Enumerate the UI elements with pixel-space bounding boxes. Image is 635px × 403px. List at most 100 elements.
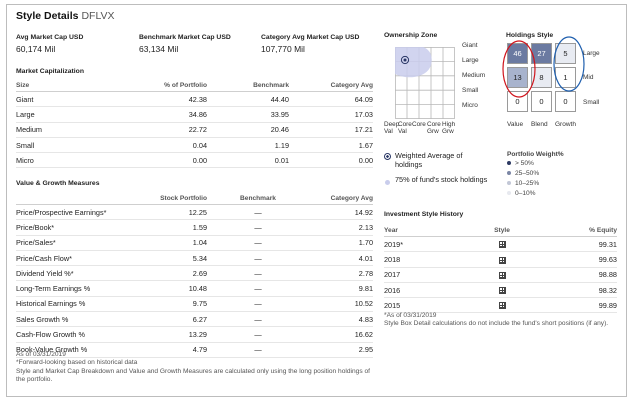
portfolio-cell: 5.34 <box>131 250 207 267</box>
forward-looking-note: *Forward-looking based on historical dat… <box>16 359 138 367</box>
fund-ticker: DFLVX <box>81 10 115 22</box>
col-header: Category Avg <box>289 79 373 92</box>
col-header: % Equity <box>540 224 617 237</box>
year-cell: 2015 <box>384 297 464 314</box>
hs-row-label: Large <box>583 50 600 57</box>
oz-style-label: Core Val <box>398 121 412 135</box>
portfolio-cell: 10.48 <box>131 280 207 297</box>
table-row: Medium 22.72 20.46 17.21 <box>16 122 373 138</box>
portfolio-cell: 42.38 <box>111 91 207 108</box>
col-header: Year <box>384 224 464 237</box>
size-cell: Small <box>16 137 111 154</box>
col-header: Benchmark <box>207 192 289 205</box>
table-row: Book-Value Growth % 4.79—2.95 <box>16 342 373 358</box>
ownership-zone-heading: Ownership Zone <box>384 32 438 39</box>
col-header <box>16 192 131 205</box>
col-header: Size <box>16 79 111 92</box>
category-cell: 16.62 <box>289 326 373 343</box>
size-cell: Medium <box>16 122 111 138</box>
category-cell: 9.81 <box>289 280 373 297</box>
category-cell: 2.13 <box>289 219 373 236</box>
benchmark-cell: 33.95 <box>207 106 289 123</box>
weight-dot-icon <box>507 171 511 176</box>
portfolio-cell: 4.79 <box>131 342 207 358</box>
weight-label: 0–10% <box>515 190 536 197</box>
holdings-style-cell: 27 <box>531 43 552 64</box>
category-market-cap-value: 107,770 Mil <box>261 44 305 54</box>
history-row: 2016 98.32 <box>384 282 617 299</box>
table-row: Sales Growth % 6.27—4.83 <box>16 311 373 328</box>
weighted-average-legend-icon <box>384 153 391 160</box>
category-cell: 17.03 <box>289 106 373 123</box>
portfolio-cell: 13.29 <box>131 326 207 343</box>
style-box-note: Style Box Detail calculations do not inc… <box>384 320 609 328</box>
investment-style-history-heading: Investment Style History <box>384 211 464 218</box>
style-details-panel <box>6 4 627 397</box>
portfolio-weight-item: > 50% <box>507 160 534 167</box>
annotation-circles <box>502 36 585 98</box>
weight-label: 25–50% <box>515 170 540 177</box>
blue-annotation-circle <box>553 36 585 92</box>
hs-row-label: Small <box>583 99 600 106</box>
style-box-icon[interactable] <box>464 297 540 314</box>
value-growth-table: Stock Portfolio Benchmark Category Avg P… <box>16 192 373 358</box>
oz-size-label: Medium <box>462 72 486 79</box>
weighted-average-legend: Weighted Average of holdings <box>395 151 463 169</box>
equity-cell: 98.32 <box>540 282 617 299</box>
style-box-icon[interactable] <box>464 282 540 299</box>
col-header: Category Avg <box>289 192 373 205</box>
holdings-style-heading: Holdings Style <box>506 32 554 39</box>
market-cap-table: Size % of Portfolio Benchmark Category A… <box>16 79 373 169</box>
history-row: 2017 98.88 <box>384 267 617 283</box>
red-annotation-circle <box>502 40 536 98</box>
history-row: 2018 99.63 <box>384 251 617 268</box>
as-of-note: As of 03/31/2019 <box>16 351 66 358</box>
hs-col-label: Value <box>507 121 524 128</box>
equity-cell: 99.31 <box>540 236 617 253</box>
benchmark-cell: — <box>207 280 289 297</box>
oz-style-label: High Grw <box>442 121 456 135</box>
calculation-note: Style and Market Cap Breakdown and Value… <box>16 367 370 383</box>
hs-row-label: Mid <box>583 74 594 81</box>
category-cell: 1.67 <box>289 137 373 154</box>
style-box-icon[interactable] <box>464 236 540 253</box>
category-cell: 64.09 <box>289 91 373 108</box>
measure-cell: Sales Growth % <box>16 311 131 328</box>
category-cell: 2.78 <box>289 265 373 282</box>
portfolio-cell: 34.86 <box>111 106 207 123</box>
history-as-of-note: *As of 03/31/2019 <box>384 312 437 319</box>
category-cell: 10.52 <box>289 296 373 313</box>
oz-size-label: Large <box>462 57 479 64</box>
size-cell: Giant <box>16 91 111 108</box>
benchmark-cell: — <box>207 326 289 343</box>
style-box-icon[interactable] <box>464 267 540 283</box>
ownership-zone-chart <box>395 47 455 119</box>
benchmark-market-cap-value: 63,134 Mil <box>139 44 179 54</box>
weight-dot-icon <box>507 181 511 186</box>
col-header: Benchmark <box>207 79 289 92</box>
measure-cell: Dividend Yield %* <box>16 265 131 282</box>
table-row: Price/Prospective Earnings* 12.25—14.92 <box>16 204 373 221</box>
category-cell: 4.83 <box>289 311 373 328</box>
category-market-cap-label: Category Avg Market Cap USD <box>261 34 360 41</box>
holdings-style-cell: 13 <box>507 67 528 88</box>
measure-cell: Price/Prospective Earnings* <box>16 204 131 221</box>
benchmark-market-cap-label: Benchmark Market Cap USD <box>139 34 231 41</box>
equity-cell: 99.89 <box>540 297 617 314</box>
year-cell: 2019* <box>384 236 464 253</box>
table-row: Price/Book* 1.59—2.13 <box>16 219 373 236</box>
portfolio-cell: 0.00 <box>111 152 207 169</box>
measure-cell: Cash-Flow Growth % <box>16 326 131 343</box>
col-header: Style <box>464 224 540 237</box>
benchmark-cell: — <box>207 235 289 251</box>
category-cell: 17.21 <box>289 122 373 138</box>
market-capitalization-heading: Market Capitalization <box>16 68 84 75</box>
holdings-style-cell: 46 <box>507 43 528 64</box>
oz-style-label: Core <box>412 121 426 128</box>
benchmark-cell: — <box>207 219 289 236</box>
benchmark-cell: — <box>207 265 289 282</box>
table-row: Historical Earnings % 9.75—10.52 <box>16 296 373 313</box>
page-title: Style Details DFLVX <box>16 10 115 22</box>
year-cell: 2018 <box>384 251 464 268</box>
style-box-icon[interactable] <box>464 251 540 268</box>
